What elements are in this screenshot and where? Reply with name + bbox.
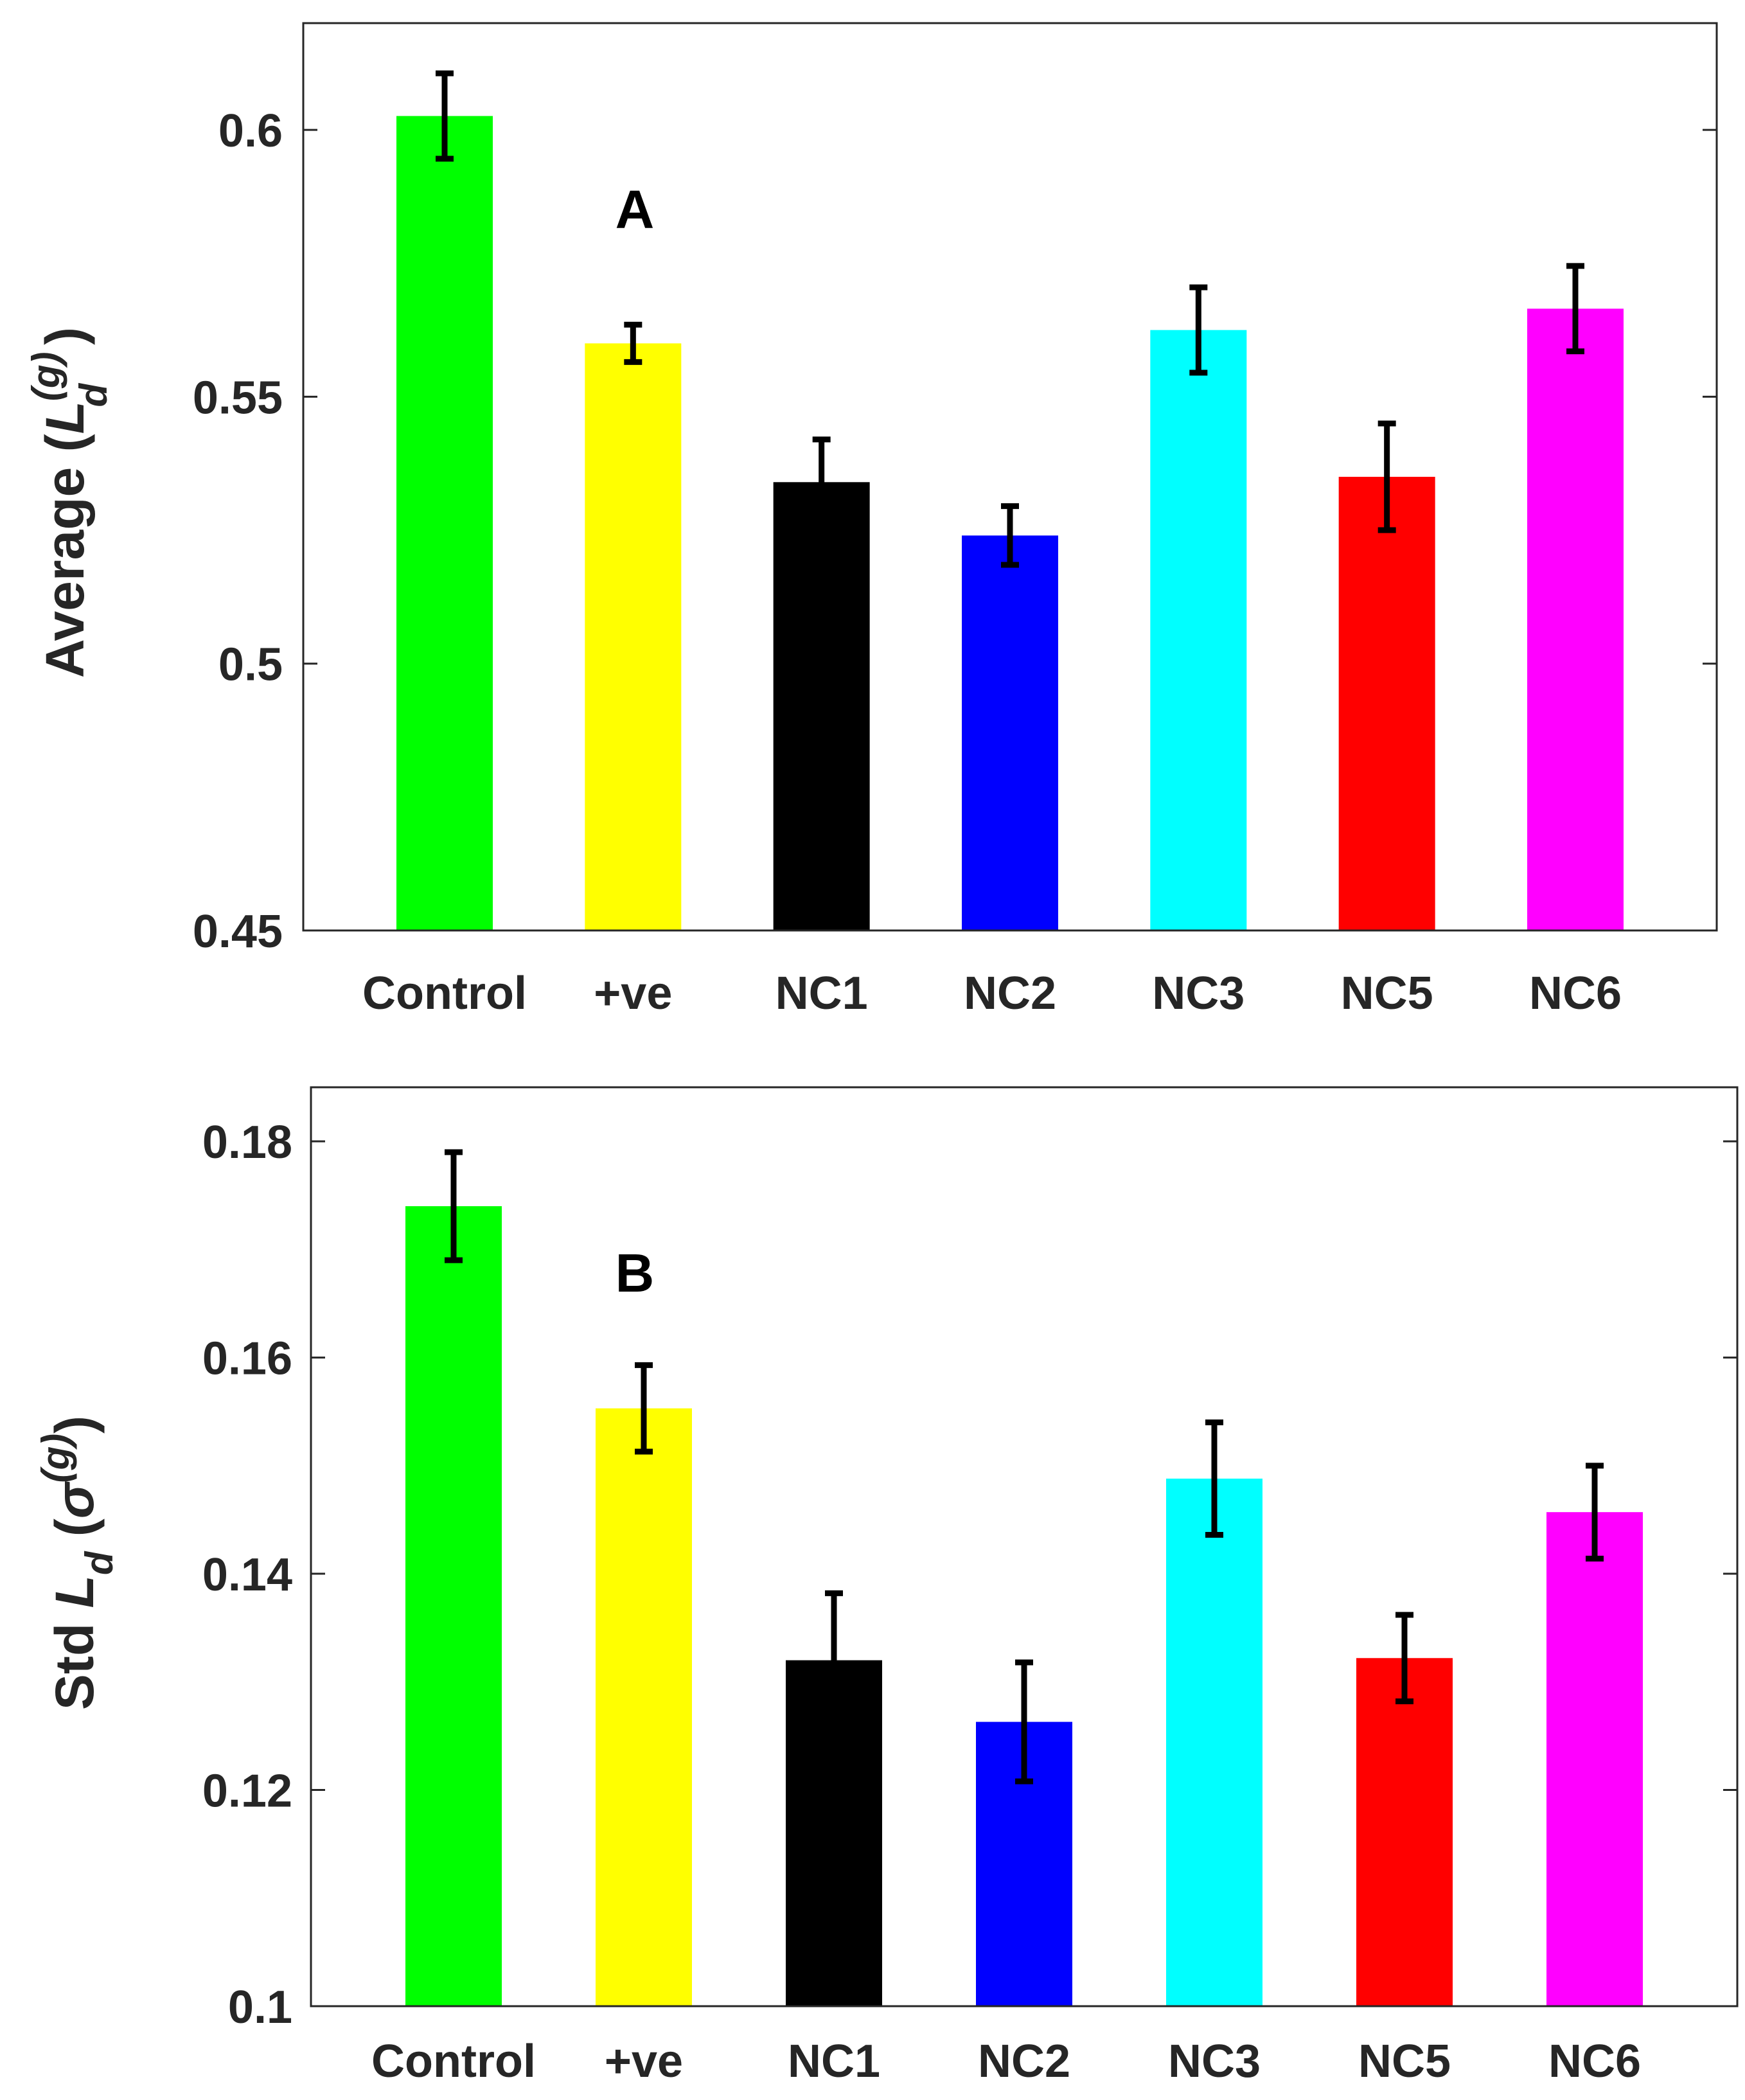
- panel-b-y-ticks: 0.1 0.12 0.14 0.16 0.18: [202, 1117, 1737, 2033]
- x-tick-label: +ve: [594, 968, 672, 1019]
- x-tick-label: +ve: [605, 2036, 683, 2087]
- y-tick-label: 0.55: [193, 372, 283, 423]
- x-tick-label: NC1: [788, 2036, 880, 2087]
- y-tick-label: 0.18: [202, 1117, 292, 1168]
- panel-b-y-axis-label: Std Ld (σ(g)): [34, 1416, 121, 1710]
- panel-a-y-axis-label: Average (L(g) d): [24, 327, 115, 678]
- bar-nc3: [1150, 330, 1247, 930]
- bar-control: [396, 116, 493, 931]
- panel-b-error-bars: [445, 1149, 1604, 1784]
- bar-ve: [596, 1408, 692, 2006]
- x-tick-label: NC5: [1341, 968, 1433, 1019]
- y-tick-label: 0.5: [218, 639, 283, 691]
- panel-a: 0.45 0.5 0.55 0.6 Control +ve NC1 NC2 NC3 NC5 NC6…: [24, 22, 1718, 1019]
- panel-a-bars: [396, 116, 1624, 931]
- panel-a-axes-box: [302, 22, 1718, 932]
- x-tick-label: NC2: [978, 2036, 1070, 2087]
- bar-nc6: [1527, 308, 1624, 930]
- panel-b-label: B: [616, 1243, 655, 1303]
- bar-nc1: [773, 482, 870, 930]
- x-tick-label: NC1: [775, 968, 868, 1019]
- bar-nc2: [962, 535, 1058, 930]
- x-tick-label: NC5: [1358, 2036, 1451, 2087]
- bar-control: [405, 1206, 502, 2006]
- x-tick-label: Control: [362, 968, 527, 1019]
- bar-nc3: [1166, 1479, 1262, 2006]
- y-tick-label: 0.45: [193, 906, 283, 957]
- panel-b-bars: [405, 1206, 1643, 2006]
- panel-a-error-bars: [436, 70, 1584, 568]
- x-tick-label: NC3: [1152, 968, 1245, 1019]
- x-tick-label: NC6: [1548, 2036, 1641, 2087]
- y-tick-label: 0.1: [228, 1982, 292, 2033]
- bar-nc5: [1338, 477, 1435, 930]
- panel-a-x-ticks: Control +ve NC1 NC2 NC3 NC5 NC6: [362, 968, 1622, 1019]
- panel-b-axes-box: [310, 1086, 1739, 2007]
- x-tick-label: NC2: [964, 968, 1056, 1019]
- panel-b-x-ticks: Control +ve NC1 NC2 NC3 NC5 NC6: [371, 2036, 1641, 2087]
- y-tick-label: 0.6: [218, 105, 283, 157]
- panel-a-label: A: [616, 179, 655, 240]
- panel-a-y-ticks: 0.45 0.5 0.55 0.6: [193, 105, 1717, 957]
- panel-b: 0.1 0.12 0.14 0.16 0.18 Control +ve NC1 NC2 NC3 N…: [34, 1086, 1739, 2087]
- x-tick-label: NC3: [1168, 2036, 1261, 2087]
- x-tick-label: Control: [371, 2036, 536, 2087]
- bar-nc6: [1546, 1512, 1643, 2006]
- y-tick-label: 0.16: [202, 1333, 292, 1385]
- y-tick-label: 0.14: [202, 1549, 292, 1601]
- x-tick-label: NC6: [1529, 968, 1622, 1019]
- y-tick-label: 0.12: [202, 1766, 292, 1817]
- bar-ve: [585, 343, 682, 930]
- bar-nc5: [1356, 1658, 1453, 2006]
